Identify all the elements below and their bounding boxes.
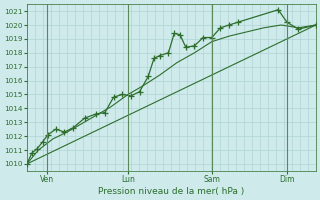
X-axis label: Pression niveau de la mer( hPa ): Pression niveau de la mer( hPa )	[98, 187, 244, 196]
